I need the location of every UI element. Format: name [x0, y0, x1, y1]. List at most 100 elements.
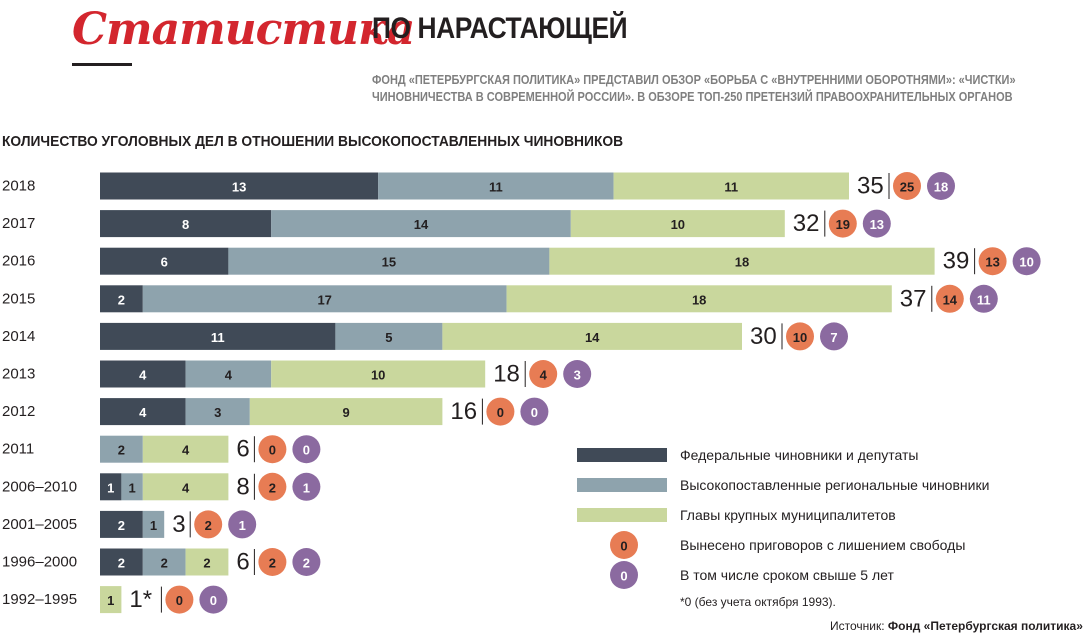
legend-over5-circle-label: 0: [620, 569, 627, 584]
year-label: 2012: [2, 403, 35, 420]
legend-sentenced-circle: [610, 531, 638, 559]
year-label: 1992–1995: [2, 591, 77, 608]
year-label: 1996–2000: [2, 554, 77, 571]
over5-circle: [820, 322, 848, 351]
total-label: 8: [236, 473, 249, 500]
over5-circle: [199, 585, 228, 614]
bar-segment-label: 4: [139, 368, 147, 383]
year-label: 2017: [2, 215, 35, 232]
bar-segment: [271, 210, 571, 238]
bar-segment-label: 2: [118, 518, 125, 533]
sentenced-circle-label: 4: [540, 368, 548, 383]
sentenced-circle: [828, 209, 857, 238]
bar-segment-label: 14: [414, 217, 429, 232]
sentenced-circle: [165, 585, 194, 614]
source-name: Фонд «Петербургская политика»: [887, 619, 1083, 633]
lead-paragraph: ФОНД «ПЕТЕРБУРГСКАЯ ПОЛИТИКА» ПРЕДСТАВИЛ…: [372, 73, 1016, 104]
year-label: 2015: [2, 290, 35, 307]
total-label: 6: [236, 549, 249, 576]
bar-segment-label: 4: [139, 405, 147, 420]
bar-segment-label: 2: [203, 556, 210, 571]
legend-label: Главы крупных муниципалитетов: [680, 507, 896, 523]
bar-segment-label: 1: [150, 518, 157, 533]
year-label: 2013: [2, 366, 35, 383]
bar-segment-label: 4: [225, 368, 233, 383]
bar-segment-label: 2: [118, 556, 125, 571]
year-label: 2014: [2, 328, 35, 345]
sentenced-circle: [978, 247, 1007, 276]
total-label: 32: [793, 210, 820, 237]
sentenced-circle: [893, 172, 921, 200]
over5-circle: [292, 435, 321, 464]
source-label: Источник:: [830, 619, 885, 633]
bar-segment-label: 1: [107, 593, 114, 608]
bar-segment: [142, 473, 229, 501]
over5-circle-label: 3: [574, 368, 581, 383]
total-label: 30: [750, 323, 777, 350]
over5-circle: [1012, 247, 1041, 276]
bar-segment: [121, 473, 143, 501]
sentenced-circle: [258, 472, 287, 501]
brand-logo: Статистика: [72, 4, 415, 55]
bar-segment: [142, 548, 186, 576]
year-label: 2006–2010: [2, 478, 77, 495]
over5-circle-label: 1: [239, 518, 246, 533]
bar-segment-label: 14: [585, 330, 600, 345]
sentenced-circle-label: 0: [269, 443, 276, 458]
sentenced-circle: [194, 510, 223, 539]
bar-segment: [100, 247, 229, 275]
bar-segment: [142, 285, 507, 313]
sentenced-circle: [529, 360, 558, 388]
legend-label: В том числе сроком свыше 5 лет: [680, 567, 894, 583]
brand-underline: [72, 63, 132, 66]
bar-segment: [100, 435, 143, 463]
over5-circle-label: 13: [870, 217, 884, 232]
over5-circle: [862, 209, 891, 238]
bar-segment-label: 18: [735, 255, 749, 270]
bar-segment-label: 15: [382, 255, 396, 270]
bar-segment-label: 1: [107, 480, 114, 495]
bar-segment: [100, 322, 336, 350]
over5-circle: [292, 548, 321, 576]
bar-segment: [335, 322, 443, 350]
sentenced-circle-label: 0: [176, 593, 183, 608]
sentenced-circle-label: 2: [269, 556, 276, 571]
over5-circle: [563, 360, 592, 388]
sentenced-circle: [486, 397, 515, 426]
sentenced-circle-label: 0: [497, 405, 504, 420]
bar-segment: [100, 360, 186, 388]
year-label: 2016: [2, 253, 35, 270]
bar-segment: [549, 247, 935, 275]
bar-segment-label: 8: [182, 217, 189, 232]
bar-segment: [100, 172, 379, 200]
bar-segment: [100, 285, 143, 313]
over5-circle-label: 7: [830, 330, 837, 345]
legend-swatch: [577, 448, 667, 462]
bar-segment-label: 18: [692, 292, 706, 307]
bar-segment-label: 5: [385, 330, 392, 345]
bar-segment: [613, 172, 849, 200]
over5-circle-label: 10: [1019, 255, 1033, 270]
bar-segment: [249, 398, 443, 426]
year-label: 2018: [2, 178, 35, 195]
legend-sentenced-circle-label: 0: [620, 539, 627, 554]
sentenced-circle: [935, 284, 964, 313]
total-label: 35: [857, 173, 884, 200]
bar-segment-label: 11: [489, 180, 503, 195]
year-label: 2011: [2, 441, 34, 458]
total-label: 16: [450, 398, 477, 425]
total-label: 37: [900, 285, 927, 312]
sentenced-circle: [258, 548, 287, 576]
bar-segment-label: 10: [671, 217, 685, 232]
bar-segment: [142, 510, 165, 538]
over5-circle-label: 2: [303, 556, 310, 571]
over5-circle-label: 0: [210, 593, 217, 608]
sentenced-circle-label: 13: [985, 255, 999, 270]
total-label: 3: [172, 511, 185, 538]
bar-segment: [100, 586, 122, 614]
sentenced-circle-label: 14: [943, 292, 958, 307]
bar-segment-label: 11: [724, 180, 738, 195]
bar-segment-label: 1: [128, 480, 135, 495]
chart-title: КОЛИЧЕСТВО УГОЛОВНЫХ ДЕЛ В ОТНОШЕНИИ ВЫС…: [2, 133, 624, 150]
